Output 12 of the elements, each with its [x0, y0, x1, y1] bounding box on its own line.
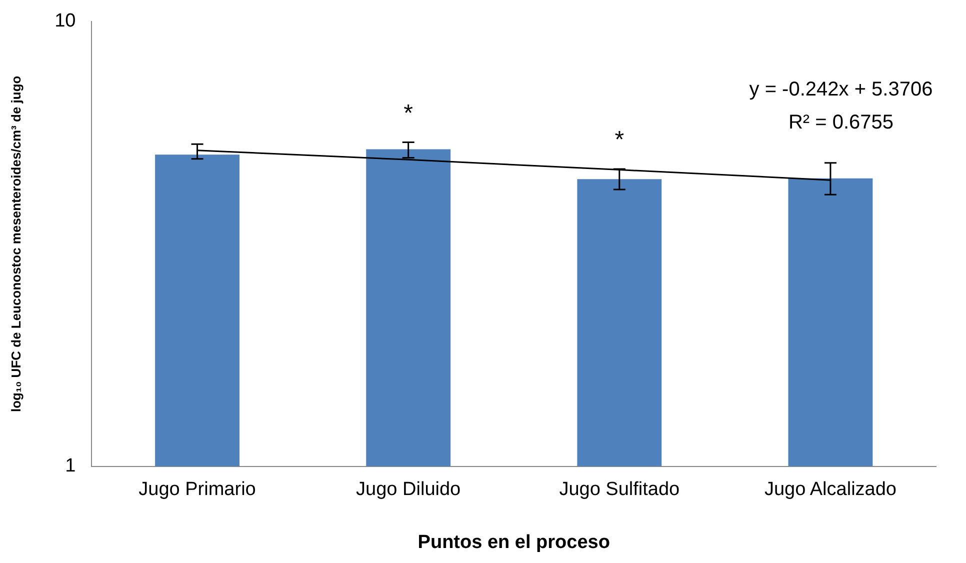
- x-tick-label: Jugo Alcalizado: [764, 479, 896, 500]
- y-axis-title: log₁₀ UFC de Leuconostoc mesenteroides/cm³ de jugo: [8, 76, 24, 412]
- x-axis-title: Puntos en el proceso: [418, 532, 610, 553]
- annotation: *: [614, 126, 624, 154]
- y-tick-label: 1: [65, 456, 76, 477]
- x-tick-label: Jugo Sulfitado: [559, 479, 680, 500]
- y-tick-label: 10: [54, 10, 76, 32]
- annotation: *: [404, 100, 414, 127]
- annotation: y = -0.242x + 5.3706: [749, 78, 933, 101]
- x-tick-label: Jugo Primario: [138, 479, 256, 500]
- annotation: R² = 0.6755: [788, 112, 894, 134]
- x-tick-label: Jugo Diluido: [356, 479, 461, 500]
